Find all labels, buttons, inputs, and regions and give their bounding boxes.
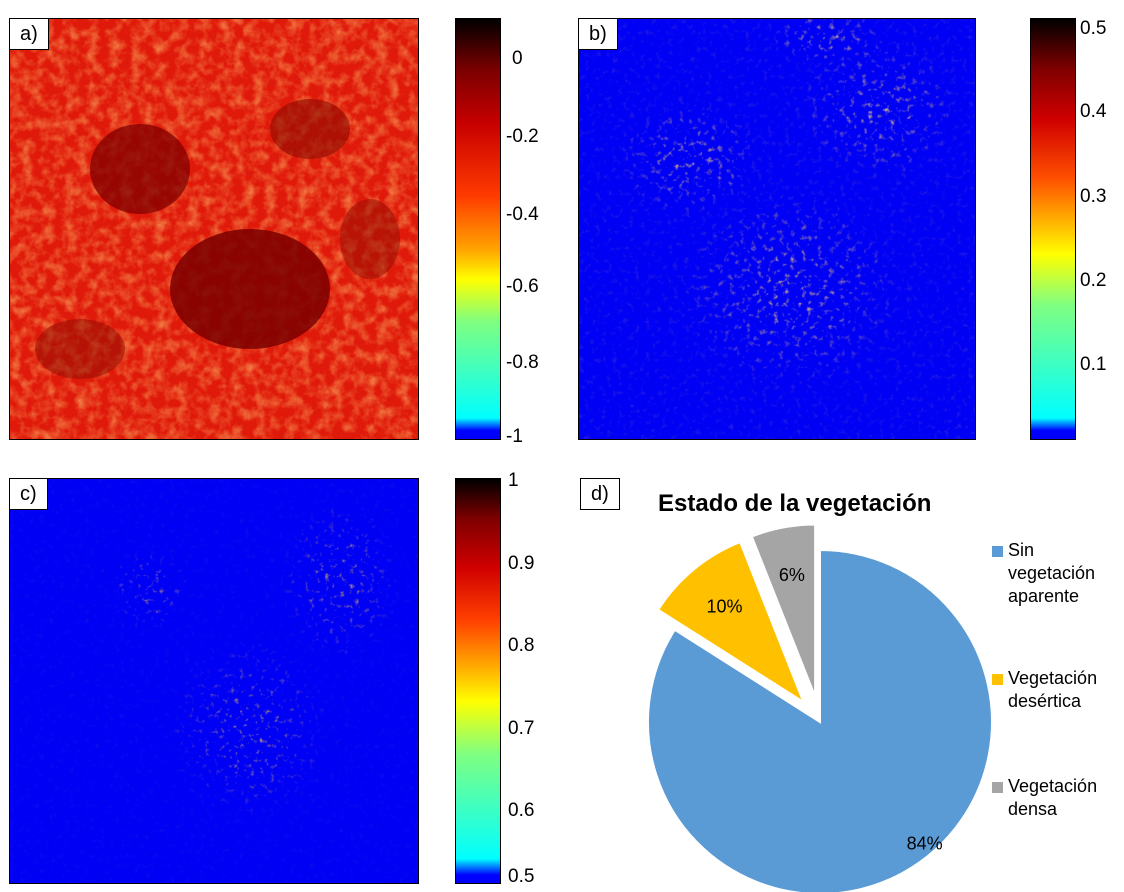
panel-label-b: b) [578,18,618,50]
colorbar-b [1030,18,1076,440]
pie-slice-label: 84% [907,834,943,854]
panel-label-d: d) [580,478,620,510]
colorbar-b-tick: 0.5 [1080,18,1107,39]
legend-swatch-1 [992,674,1003,685]
colorbar-b-tick: 0.3 [1080,186,1107,207]
pie-slice [647,548,993,892]
colorbar-a-tick: -0.8 [506,352,539,373]
colorbar-c-tick: 0.8 [508,635,535,656]
legend-swatch-2 [992,782,1003,793]
colorbar-c-tick: 0.6 [508,800,535,821]
colorbar-a-tick: -1 [506,426,523,447]
colorbar-a [455,18,501,440]
pie-slice [656,540,806,705]
colorbar-a-tick: -0.6 [506,276,539,297]
heatmap-b [578,18,976,440]
legend-label: Vegetación densa [1008,776,1098,819]
legend-item-2: Vegetación densa [1008,775,1118,821]
colorbar-b-tick: 0.2 [1080,270,1107,291]
pie-chart: 84% 10% 6% [647,523,993,892]
colorbar-c [455,478,501,884]
heatmap-a [9,18,419,440]
pie-slice-label: 6% [779,565,805,585]
legend-item-1: Vegetación desértica [1008,667,1118,713]
heatmap-c-image [10,479,418,883]
legend-item-0: Sin vegetación aparente [1008,539,1118,608]
legend-swatch-0 [992,546,1003,557]
heatmap-b-image [579,19,975,439]
colorbar-a-tick: -0.4 [506,204,539,225]
panel-label-c: c) [9,478,48,510]
colorbar-a-tick: 0 [512,48,523,69]
colorbar-c-tick: 0.5 [508,866,535,887]
colorbar-c-tick: 1 [508,470,519,491]
panel-label-a: a) [9,18,49,50]
pie-slice [750,523,817,697]
heatmap-a-image [10,19,418,439]
colorbar-c-tick: 0.9 [508,553,535,574]
colorbar-c-tick: 0.7 [508,718,535,739]
colorbar-a-tick: -0.2 [506,126,539,147]
legend-label: Sin vegetación aparente [1008,540,1096,606]
heatmap-c [9,478,419,884]
pie-slice-label: 10% [706,597,742,617]
colorbar-b-tick: 0.1 [1080,354,1107,375]
legend-label: Vegetación desértica [1008,668,1098,711]
colorbar-b-tick: 0.4 [1080,101,1107,122]
pie-title: Estado de la vegetación [658,490,932,517]
